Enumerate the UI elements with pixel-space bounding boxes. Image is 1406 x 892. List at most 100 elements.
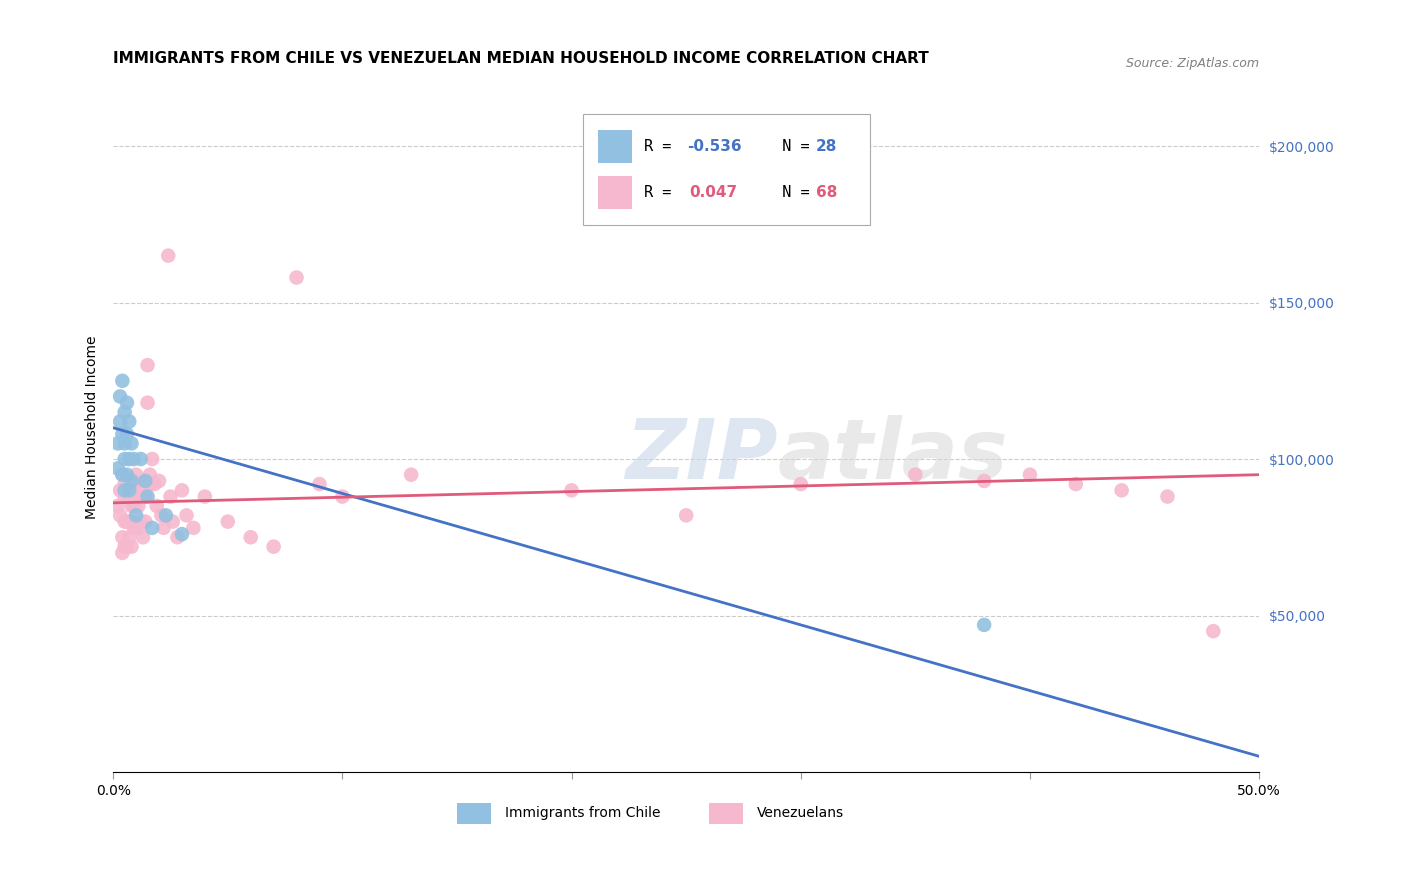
Point xyxy=(127,521,149,535)
Point xyxy=(134,490,156,504)
Point xyxy=(125,490,148,504)
Point xyxy=(148,474,170,488)
Point xyxy=(285,270,308,285)
Point xyxy=(122,499,145,513)
Point xyxy=(134,474,156,488)
Point xyxy=(114,436,136,450)
Point xyxy=(108,389,131,403)
Point xyxy=(973,474,995,488)
Point xyxy=(129,477,152,491)
Point xyxy=(904,467,927,482)
Point xyxy=(143,477,166,491)
Point xyxy=(183,521,205,535)
Point xyxy=(114,405,136,419)
Point xyxy=(114,540,136,554)
Point xyxy=(125,508,148,523)
Point xyxy=(136,490,159,504)
Text: Immigrants from Chile: Immigrants from Chile xyxy=(505,806,661,821)
FancyBboxPatch shape xyxy=(457,803,491,823)
Point xyxy=(263,540,285,554)
Point xyxy=(111,467,134,482)
Point xyxy=(217,515,239,529)
Point xyxy=(118,452,141,467)
Point xyxy=(118,515,141,529)
Text: Venezuelans: Venezuelans xyxy=(758,806,845,821)
Point xyxy=(115,427,138,442)
Point xyxy=(141,452,163,467)
Point xyxy=(136,395,159,409)
FancyBboxPatch shape xyxy=(598,176,633,209)
Point xyxy=(675,508,697,523)
Point xyxy=(150,508,173,523)
Point xyxy=(561,483,583,498)
Point xyxy=(108,415,131,429)
Text: R =: R = xyxy=(644,139,681,154)
FancyBboxPatch shape xyxy=(583,114,869,225)
Point xyxy=(132,490,155,504)
Point xyxy=(127,499,149,513)
Text: R =: R = xyxy=(644,185,689,200)
Point xyxy=(157,249,180,263)
Point xyxy=(108,508,131,523)
Point xyxy=(111,530,134,544)
Point xyxy=(1019,467,1042,482)
Point xyxy=(139,467,162,482)
Point xyxy=(111,427,134,442)
Point xyxy=(136,358,159,372)
Point xyxy=(159,490,181,504)
Point xyxy=(122,452,145,467)
Point xyxy=(111,467,134,482)
Point xyxy=(170,527,193,541)
Point xyxy=(121,436,143,450)
Point xyxy=(973,618,995,632)
Point xyxy=(122,521,145,535)
Point xyxy=(118,483,141,498)
Point xyxy=(125,467,148,482)
Point xyxy=(239,530,262,544)
Point xyxy=(176,508,198,523)
Text: N =: N = xyxy=(763,185,818,200)
Point xyxy=(134,515,156,529)
Point xyxy=(114,490,136,504)
Point xyxy=(132,530,155,544)
Text: N =: N = xyxy=(763,139,818,154)
Point xyxy=(399,467,422,482)
Point xyxy=(129,515,152,529)
Point xyxy=(118,415,141,429)
Text: ZIP: ZIP xyxy=(626,415,778,496)
Point xyxy=(115,467,138,482)
Point xyxy=(115,515,138,529)
Point xyxy=(122,477,145,491)
Text: -0.536: -0.536 xyxy=(688,139,742,154)
Point xyxy=(170,483,193,498)
Point xyxy=(121,499,143,513)
Text: 0.047: 0.047 xyxy=(689,185,738,200)
Point xyxy=(115,395,138,409)
Point xyxy=(121,474,143,488)
Point xyxy=(1202,624,1225,639)
Point xyxy=(107,461,129,475)
Point xyxy=(107,499,129,513)
Point xyxy=(332,490,354,504)
Point xyxy=(121,483,143,498)
Point xyxy=(115,540,138,554)
Point xyxy=(118,530,141,544)
Point xyxy=(111,546,134,560)
Point xyxy=(107,436,129,450)
Point xyxy=(121,515,143,529)
FancyBboxPatch shape xyxy=(598,130,633,163)
Text: Source: ZipAtlas.com: Source: ZipAtlas.com xyxy=(1126,57,1260,70)
Text: atlas: atlas xyxy=(778,415,1008,496)
Point xyxy=(145,499,167,513)
Text: 68: 68 xyxy=(815,185,837,200)
Point xyxy=(1111,483,1133,498)
Point xyxy=(152,521,174,535)
Point xyxy=(162,515,184,529)
Point xyxy=(114,452,136,467)
Text: 28: 28 xyxy=(815,139,837,154)
Y-axis label: Median Household Income: Median Household Income xyxy=(86,336,100,519)
Point xyxy=(790,477,813,491)
Point xyxy=(166,530,188,544)
Point xyxy=(114,515,136,529)
Point xyxy=(114,477,136,491)
